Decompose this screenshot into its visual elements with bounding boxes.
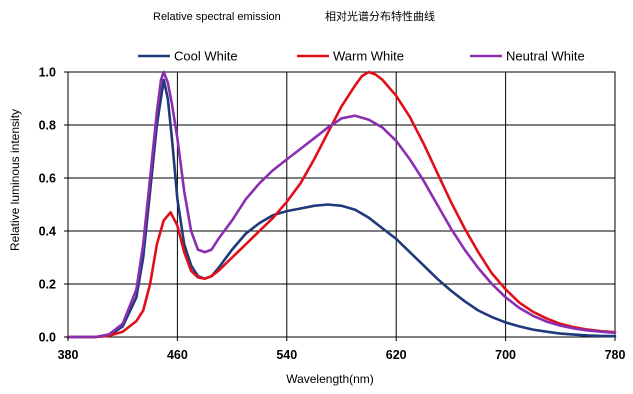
legend-label: Cool White: [174, 49, 238, 64]
y-axis-ticks: 0.0 0.2 0.4 0.6 0.8 1.0: [39, 66, 68, 345]
chart-title-cn: 相对光谱分布特性曲线: [325, 9, 435, 23]
chart-title: Relative spectral emission: [153, 11, 281, 23]
series-line-cool-white: [66, 78, 617, 339]
legend-label: Warm White: [333, 49, 404, 64]
x-tick-label: 540: [276, 348, 297, 362]
x-tick-label: 460: [167, 348, 188, 362]
x-tick-label: 620: [386, 348, 407, 362]
x-axis-ticks: 380 460 540 620 700 780: [58, 337, 626, 362]
plot-area: [66, 70, 617, 339]
series-lines: [66, 70, 617, 339]
x-tick-label: 780: [605, 348, 626, 362]
y-tick-label: 0.2: [39, 278, 56, 292]
y-tick-label: 0.4: [39, 225, 56, 239]
y-tick-label: 0.0: [39, 331, 56, 345]
x-tick-label: 700: [495, 348, 516, 362]
series-line-warm-white: [66, 70, 617, 339]
plot-frame: [67, 71, 616, 338]
gridlines: [68, 72, 615, 337]
y-axis-label: Relative luminous intensity: [8, 109, 22, 251]
legend-label: Neutral White: [506, 49, 585, 64]
y-tick-label: 1.0: [39, 66, 56, 80]
x-axis-label: Wavelength(nm): [286, 372, 374, 386]
series-line-neutral-white: [66, 70, 617, 339]
legend: Cool White Warm White Neutral White: [138, 49, 585, 64]
y-tick-label: 0.8: [39, 119, 56, 133]
x-tick-label: 380: [58, 348, 79, 362]
y-tick-label: 0.6: [39, 172, 56, 186]
